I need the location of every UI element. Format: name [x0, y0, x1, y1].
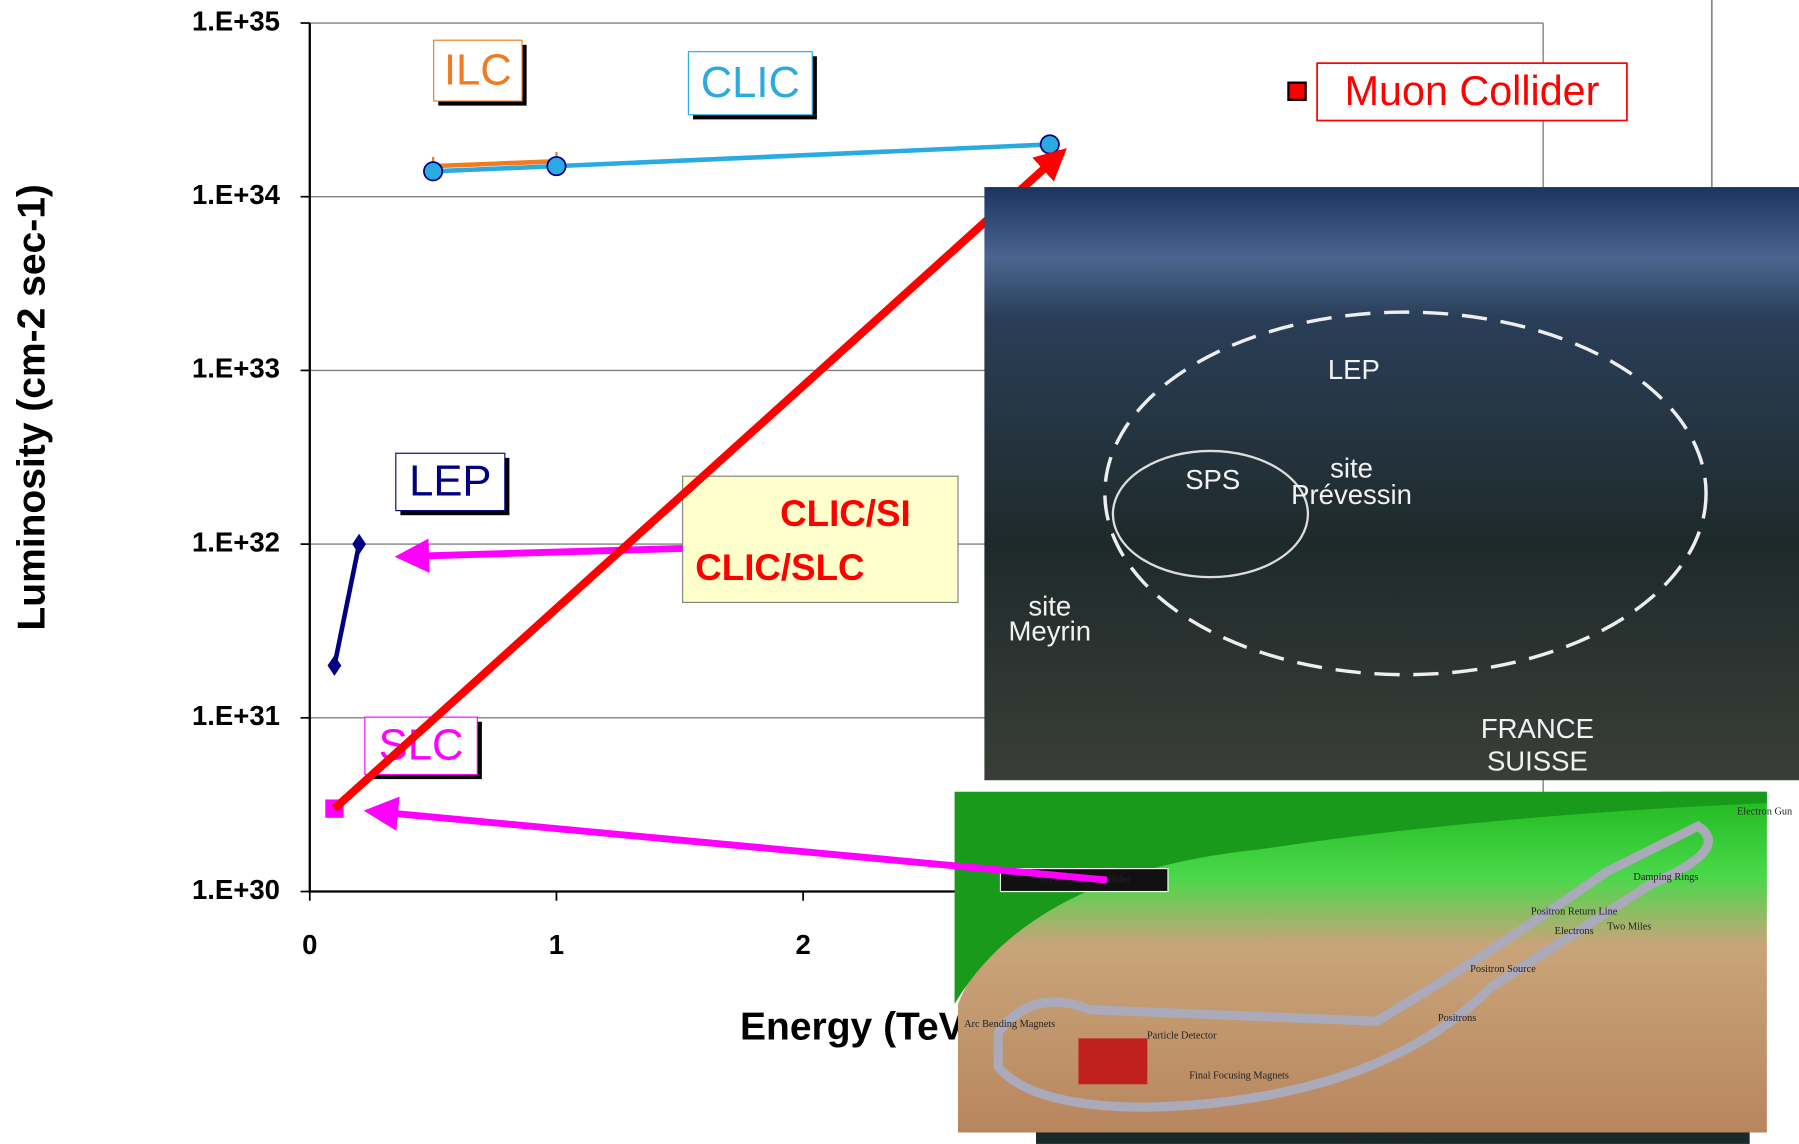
plot-area: 1.E+301.E+311.E+321.E+331.E+341.E+350123…: [11, 5, 1628, 1049]
aerial-photo: [984, 187, 1799, 781]
y-tick-label: 1.E+34: [192, 179, 281, 210]
diagram-label: Positron Return Line: [1531, 907, 1618, 918]
diagram-label: Positrons: [1438, 1013, 1476, 1024]
marker: [1039, 134, 1060, 155]
series-line: [332, 543, 362, 666]
diagram-label: Particle Detector: [1147, 1030, 1217, 1041]
photo-label: site: [1028, 590, 1071, 621]
legend-box: [1316, 62, 1628, 122]
label-box: [433, 39, 523, 102]
x-tick-label: 0: [302, 929, 317, 960]
x-tick-label: 2: [795, 929, 810, 960]
annotation-line: CLIC/SI: [780, 493, 911, 534]
diagram-label: Electron Gun: [1737, 807, 1792, 818]
legend-label: Muon Collider: [1345, 68, 1600, 114]
marker: [327, 655, 342, 676]
diagram-label: Final Focusing Magnets: [1189, 1071, 1289, 1082]
y-axis-title: Luminosity (cm-2 sec-1): [11, 184, 54, 630]
collider-track: [993, 820, 1713, 1112]
legend-marker: [1287, 81, 1307, 102]
diagram-label: Positron Source: [1470, 964, 1536, 975]
y-tick-label: 1.E+32: [192, 526, 280, 557]
diagram-label: e- Beam Energy (GeV): [1340, 1133, 1436, 1144]
trend-arrow: [331, 148, 1067, 812]
marker: [423, 161, 444, 182]
sps-ring: [1111, 449, 1310, 579]
series-label: ILC: [444, 46, 512, 94]
label-box: [395, 452, 506, 512]
diagram-label: Arc Bending Magnets: [964, 1019, 1055, 1030]
photo-label: LEP: [1328, 354, 1380, 385]
marker: [546, 156, 567, 177]
photo-label: SPS: [1185, 464, 1240, 495]
marker: [352, 533, 366, 555]
series-label: CLIC: [701, 59, 800, 107]
x-axis-title: Energy (TeV): [740, 1006, 978, 1049]
diagram-label: Electrons: [1555, 926, 1594, 937]
series-line: [433, 158, 557, 169]
annotation-line: CLIC/SLC: [695, 547, 864, 588]
y-tick-label: 1.E+31: [192, 700, 280, 731]
series-line: [433, 142, 1050, 174]
y-tick-label: 1.E+33: [192, 353, 280, 384]
x-tick-label: 1: [549, 929, 564, 960]
pointer-arrow: [394, 538, 683, 573]
detector: [1078, 1038, 1148, 1085]
photo-label: Meyrin: [1009, 616, 1092, 647]
lep-ring: [1103, 310, 1708, 677]
photo-label: site: [1330, 453, 1373, 484]
series-label: LEP: [409, 458, 491, 506]
diagram-label: Damping Rings: [1633, 872, 1698, 883]
pointer-arrow: [363, 796, 1108, 884]
annotation-box: [682, 475, 959, 603]
y-tick-label: 1.E+30: [192, 874, 280, 905]
diagram-label: Two Miles: [1607, 921, 1651, 932]
photo-label: FRANCE: [1481, 713, 1594, 744]
bottom-strip: [1036, 1132, 1750, 1144]
y-tick-label: 1.E+35: [192, 5, 280, 36]
photo-label: Prévessin: [1291, 479, 1412, 510]
photo-label: SUISSE: [1487, 745, 1588, 776]
label-box: [687, 51, 813, 116]
diagram-hills: [954, 791, 1767, 1004]
